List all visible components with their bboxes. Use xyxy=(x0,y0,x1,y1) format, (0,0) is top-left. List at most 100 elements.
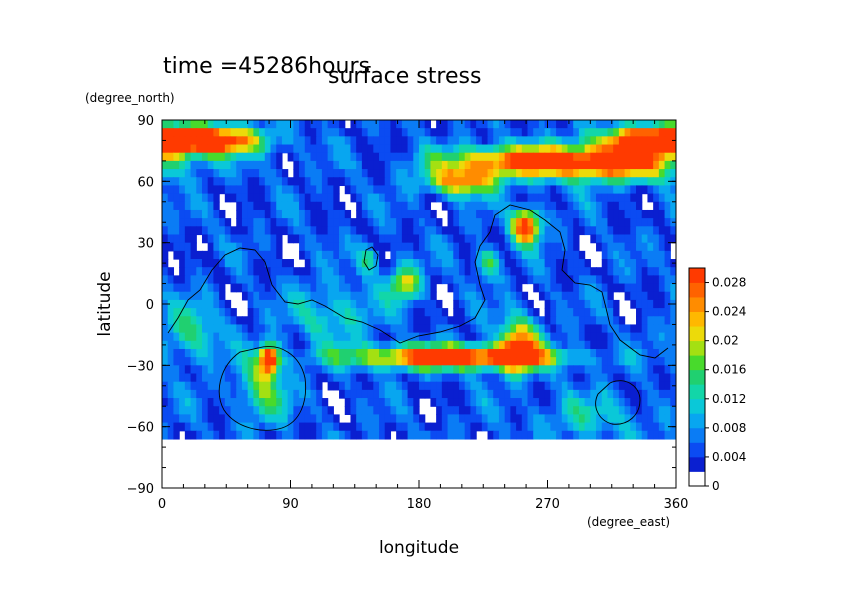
field-cell xyxy=(578,250,586,260)
field-cell xyxy=(590,185,597,195)
field-cell xyxy=(464,430,471,440)
field-cell xyxy=(219,275,226,285)
field-cell xyxy=(179,275,186,285)
field-cell xyxy=(447,406,454,415)
field-cell xyxy=(487,430,494,440)
field-cell xyxy=(276,152,283,162)
field-cell xyxy=(253,144,260,154)
field-cell xyxy=(630,430,637,440)
field-cell xyxy=(293,291,300,301)
field-cell xyxy=(384,185,392,195)
field-cell xyxy=(173,201,180,211)
field-cell xyxy=(373,169,380,178)
field-cell xyxy=(367,177,374,187)
field-cell xyxy=(224,136,232,146)
field-cell xyxy=(658,365,666,375)
field-cell xyxy=(321,316,329,326)
field-cell xyxy=(601,357,609,366)
field-cell xyxy=(190,324,197,334)
field-cell xyxy=(201,299,209,309)
field-cell xyxy=(636,340,643,350)
field-cell xyxy=(293,177,300,187)
field-cell xyxy=(316,144,323,154)
field-cell xyxy=(224,234,232,244)
field-cell xyxy=(510,308,517,317)
field-cell xyxy=(361,177,369,187)
field-cell xyxy=(162,193,169,203)
field-cell xyxy=(361,136,369,146)
field-cell xyxy=(464,193,471,203)
field-cell xyxy=(247,226,254,236)
field-cell xyxy=(516,316,523,326)
field-cell xyxy=(544,160,551,170)
field-cell xyxy=(247,373,254,383)
field-cell xyxy=(367,201,374,211)
field-cell xyxy=(538,398,546,407)
field-cell xyxy=(356,201,363,211)
field-cell xyxy=(316,299,323,309)
field-cell xyxy=(184,332,192,342)
field-cell xyxy=(281,283,289,293)
field-cell xyxy=(293,193,300,203)
field-cell xyxy=(327,193,334,203)
field-cell xyxy=(590,422,597,432)
field-cell xyxy=(287,234,294,244)
field-cell xyxy=(641,160,649,170)
field-cell xyxy=(281,291,289,301)
field-cell xyxy=(379,120,386,129)
field-cell xyxy=(316,340,323,350)
field-cell xyxy=(453,185,460,195)
field-cell xyxy=(167,185,175,195)
field-cell xyxy=(573,308,580,317)
field-cell xyxy=(441,267,449,276)
field-cell xyxy=(464,414,471,424)
field-cell xyxy=(464,389,471,399)
field-cell xyxy=(664,291,671,301)
field-cell xyxy=(333,430,340,440)
field-cell xyxy=(481,275,489,285)
field-cell xyxy=(607,209,614,219)
field-cell xyxy=(601,160,609,170)
field-cell xyxy=(384,332,392,342)
field-cell xyxy=(607,201,614,211)
field-cell xyxy=(516,177,523,187)
field-cell xyxy=(441,381,449,391)
field-cell xyxy=(436,316,443,326)
field-cell xyxy=(379,381,386,391)
field-cell xyxy=(287,193,294,203)
field-cell xyxy=(219,218,226,227)
field-cell xyxy=(493,406,500,415)
field-cell xyxy=(230,259,237,268)
field-cell xyxy=(607,365,614,375)
field-cell xyxy=(424,160,432,170)
field-cell xyxy=(430,283,437,293)
field-cell xyxy=(624,414,631,424)
field-cell xyxy=(596,185,603,195)
field-cell xyxy=(521,267,529,276)
field-cell xyxy=(670,234,676,244)
field-cell xyxy=(567,177,574,187)
field-cell xyxy=(430,332,437,342)
field-cell xyxy=(493,250,500,260)
field-cell xyxy=(390,177,397,187)
field-cell xyxy=(344,373,352,383)
field-cell xyxy=(333,324,340,334)
field-cell xyxy=(578,152,586,162)
field-cell xyxy=(573,259,580,268)
field-cell xyxy=(447,348,454,358)
field-cell xyxy=(493,136,500,146)
field-cell xyxy=(230,406,237,415)
field-cell xyxy=(527,193,534,203)
field-cell xyxy=(653,185,660,195)
field-cell xyxy=(590,169,597,178)
field-cell xyxy=(270,291,277,301)
field-cell xyxy=(430,218,437,227)
field-cell xyxy=(424,365,432,375)
field-cell xyxy=(567,136,574,146)
field-cell xyxy=(470,128,477,137)
field-cell xyxy=(236,332,243,342)
field-cell xyxy=(162,373,169,383)
field-cell xyxy=(567,234,574,244)
field-cell xyxy=(481,422,489,432)
field-cell xyxy=(458,324,466,334)
